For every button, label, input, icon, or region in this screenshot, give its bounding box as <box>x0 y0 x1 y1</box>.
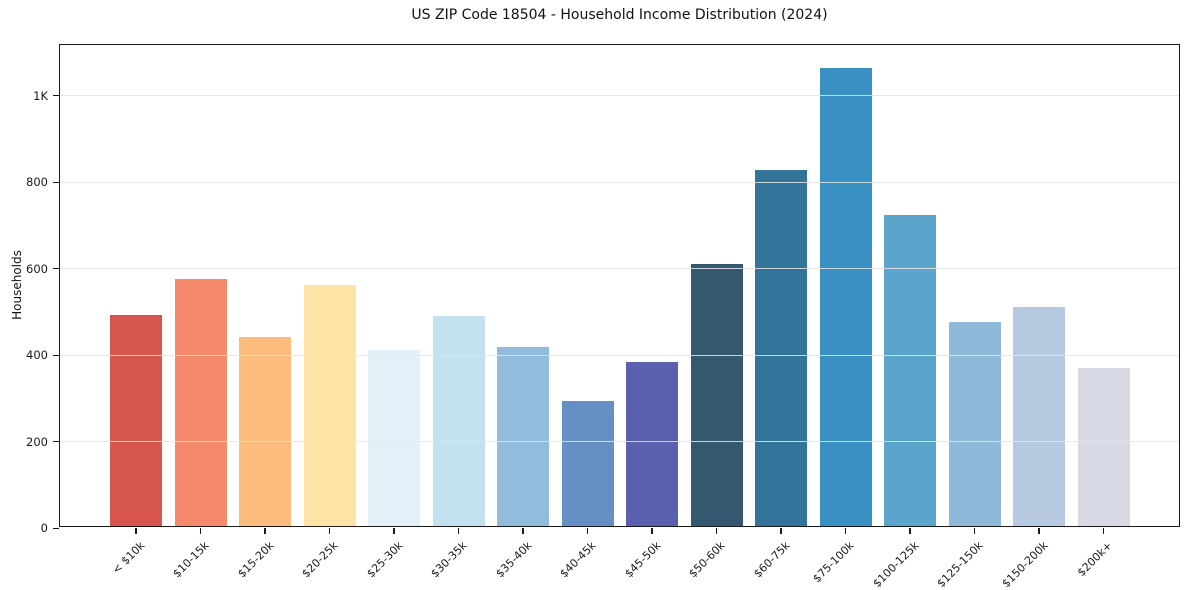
x-tick-mark-6 <box>522 528 524 534</box>
bar-3 <box>303 285 356 526</box>
y-tick-mark-400 <box>53 354 59 356</box>
y-tick-label-200: 200 <box>26 434 48 449</box>
y-tick-label-600: 600 <box>26 261 48 276</box>
bar-2 <box>239 337 291 526</box>
bar-10 <box>755 169 807 526</box>
x-tick-label-14: $150-200k <box>999 539 1051 590</box>
x-tick-label-7: $40-45k <box>557 539 599 581</box>
x-tick-mark-3 <box>328 528 331 534</box>
bar-5 <box>432 315 485 526</box>
bar-6 <box>497 346 549 526</box>
y-tick-mark-200 <box>53 441 59 443</box>
y-tick-label-1K: 1K <box>33 88 48 103</box>
bar-9 <box>690 264 743 526</box>
y-tick-label-0: 0 <box>40 521 48 535</box>
x-tick-label-12: $100-125k <box>870 539 922 590</box>
plot-area: 0 200 400 600 800 1K < $10k $10-15k $15-20k $20-… <box>26 44 1180 590</box>
bar-14 <box>1013 306 1065 526</box>
x-tick-label-9: $50-60k <box>686 539 728 581</box>
gridline-200 <box>60 441 1179 443</box>
x-tick-label-3: $20-25k <box>299 539 341 581</box>
x-tick-mark-12 <box>909 528 911 534</box>
x-tick-mark-4 <box>393 528 395 534</box>
y-tick-label-400: 400 <box>26 348 48 363</box>
x-tick-label-2: $15-20k <box>234 539 277 581</box>
x-tick-label-6: $35-40k <box>492 539 535 581</box>
bar-12 <box>884 215 936 526</box>
y-tick-label-800: 800 <box>26 175 48 190</box>
gridline-800 <box>60 181 1179 183</box>
x-tick-mark-7 <box>586 528 589 534</box>
x-tick-label-8: $45-50k <box>621 539 664 581</box>
bar-1 <box>174 278 227 526</box>
x-tick-label-11: $75-100k <box>810 539 857 586</box>
x-tick-label-0: < $10k <box>109 539 148 577</box>
y-tick-mark-1K <box>53 95 59 97</box>
x-tick-mark-0 <box>135 528 137 534</box>
x-tick-mark-13 <box>973 528 976 534</box>
gridline-400 <box>60 354 1179 356</box>
bar-4 <box>368 349 420 526</box>
gridline-1K <box>60 95 1179 97</box>
x-tick-mark-2 <box>264 528 266 534</box>
bar-0 <box>110 315 162 526</box>
x-tick-mark-11 <box>844 528 847 534</box>
x-tick-label-5: $30-35k <box>428 539 470 581</box>
x-tick-label-1: $10-15k <box>170 539 212 581</box>
y-tick-mark-800 <box>53 181 59 183</box>
bar-13 <box>948 321 1001 526</box>
x-tick-label-13: $125-150k <box>934 539 986 590</box>
x-tick-mark-8 <box>651 528 653 534</box>
x-tick-label-10: $60-75k <box>750 539 793 581</box>
bar-7 <box>561 401 614 526</box>
gridline-600 <box>60 268 1179 270</box>
bar-15 <box>1077 368 1130 526</box>
x-tick-mark-15 <box>1102 528 1105 534</box>
x-tick-label-4: $25-30k <box>363 539 406 581</box>
x-tick-mark-14 <box>1038 528 1040 534</box>
x-tick-mark-9 <box>715 528 718 534</box>
chart-title: US ZIP Code 18504 - Household Income Dis… <box>411 7 828 23</box>
bar-8 <box>626 362 678 526</box>
x-tick-mark-1 <box>199 528 202 534</box>
x-tick-mark-5 <box>457 528 460 534</box>
bar-11 <box>819 67 872 526</box>
x-tick-label-15: $200k+ <box>1074 539 1115 580</box>
x-tick-mark-10 <box>780 528 782 534</box>
y-tick-mark-0 <box>53 527 59 529</box>
y-tick-mark-600 <box>53 268 59 270</box>
